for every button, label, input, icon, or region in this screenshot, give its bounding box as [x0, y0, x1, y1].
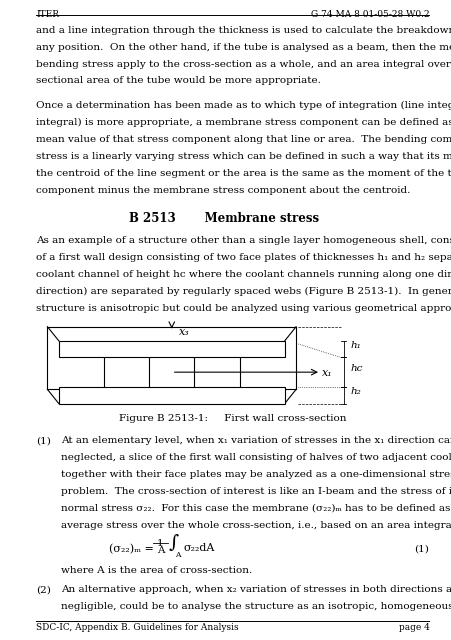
Text: ITER: ITER	[36, 10, 59, 19]
Text: mean value of that stress component along that line or area.  The bending compon: mean value of that stress component alon…	[36, 135, 451, 144]
Text: ∫: ∫	[169, 534, 179, 552]
Bar	[59, 340, 284, 357]
Text: page 4: page 4	[398, 623, 428, 632]
Text: (1): (1)	[414, 544, 428, 554]
Text: (1): (1)	[36, 436, 51, 445]
Text: 1: 1	[157, 539, 163, 548]
Text: SDC-IC, Appendix B. Guidelines for Analysis: SDC-IC, Appendix B. Guidelines for Analy…	[36, 623, 238, 632]
Text: integral) is more appropriate, a membrane stress component can be defined as the: integral) is more appropriate, a membran…	[36, 118, 451, 127]
Text: bending stress apply to the cross-section as a whole, and an area integral over : bending stress apply to the cross-sectio…	[36, 60, 451, 68]
Text: Once a determination has been made as to which type of integration (line integra: Once a determination has been made as to…	[36, 101, 451, 110]
Text: problem.  The cross-section of interest is like an I-beam and the stress of inte: problem. The cross-section of interest i…	[61, 487, 451, 496]
Text: Figure B 2513-1:     First wall cross-section: Figure B 2513-1: First wall cross-sectio…	[119, 414, 346, 424]
Text: the centroid of the line segment or the area is the same as the moment of the to: the centroid of the line segment or the …	[36, 169, 451, 178]
Text: x₁: x₁	[322, 368, 332, 378]
Text: neglected, a slice of the first wall consisting of halves of two adjacent coolan: neglected, a slice of the first wall con…	[61, 453, 451, 462]
Text: sectional area of the tube would be more appropriate.: sectional area of the tube would be more…	[36, 76, 320, 86]
Text: any position.  On the other hand, if the tube is analysed as a beam, then the me: any position. On the other hand, if the …	[36, 42, 451, 52]
Text: average stress over the whole cross-section, i.e., based on an area integral.: average stress over the whole cross-sect…	[61, 521, 451, 530]
Text: An alternative approach, when x₂ variation of stresses in both directions are no: An alternative approach, when x₂ variati…	[61, 585, 451, 595]
Text: coolant channel of height hc where the coolant channels running along one direct: coolant channel of height hc where the c…	[36, 270, 451, 279]
Text: x₃: x₃	[178, 327, 189, 337]
Text: component minus the membrane stress component about the centroid.: component minus the membrane stress comp…	[36, 186, 410, 195]
Text: A: A	[175, 550, 180, 559]
Text: structure is anisotropic but could be analyzed using various geometrical approxi: structure is anisotropic but could be an…	[36, 304, 451, 313]
Text: h₁: h₁	[350, 341, 360, 351]
Text: G 74 MA 8 01-05-28 W0.2: G 74 MA 8 01-05-28 W0.2	[310, 10, 428, 19]
Text: A: A	[156, 546, 164, 556]
Text: normal stress σ₂₂.  For this case the membrane (σ₂₂)ₘ has to be defined as the: normal stress σ₂₂. For this case the mem…	[61, 504, 451, 513]
Text: negligible, could be to analyse the structure as an isotropic, homogeneous, and : negligible, could be to analyse the stru…	[61, 602, 451, 611]
Text: At an elementary level, when x₁ variation of stresses in the x₁ direction can be: At an elementary level, when x₁ variatio…	[61, 436, 451, 445]
Text: B 2513       Membrane stress: B 2513 Membrane stress	[129, 212, 318, 225]
Text: (2): (2)	[36, 585, 51, 595]
Text: stress is a linearly varying stress which can be defined in such a way that its : stress is a linearly varying stress whic…	[36, 152, 451, 161]
Text: hc: hc	[350, 364, 362, 374]
Text: h₂: h₂	[350, 387, 360, 397]
Text: together with their face plates may be analyzed as a one-dimensional stress anal: together with their face plates may be a…	[61, 470, 451, 479]
Text: direction) are separated by regularly spaced webs (Figure B 2513-1).  In general: direction) are separated by regularly sp…	[36, 287, 451, 296]
Text: of a first wall design consisting of two face plates of thicknesses h₁ and h₂ se: of a first wall design consisting of two…	[36, 253, 451, 262]
Text: As an example of a structure other than a single layer homogeneous shell, consid: As an example of a structure other than …	[36, 236, 451, 245]
Text: σ₂₂dA: σ₂₂dA	[183, 543, 214, 553]
Bar	[59, 387, 284, 403]
Text: (σ₂₂)ₘ =: (σ₂₂)ₘ =	[109, 544, 153, 555]
Text: where A is the area of cross-section.: where A is the area of cross-section.	[61, 566, 252, 575]
Text: and a line integration through the thickness is used to calculate the breakdown : and a line integration through the thick…	[36, 26, 451, 35]
